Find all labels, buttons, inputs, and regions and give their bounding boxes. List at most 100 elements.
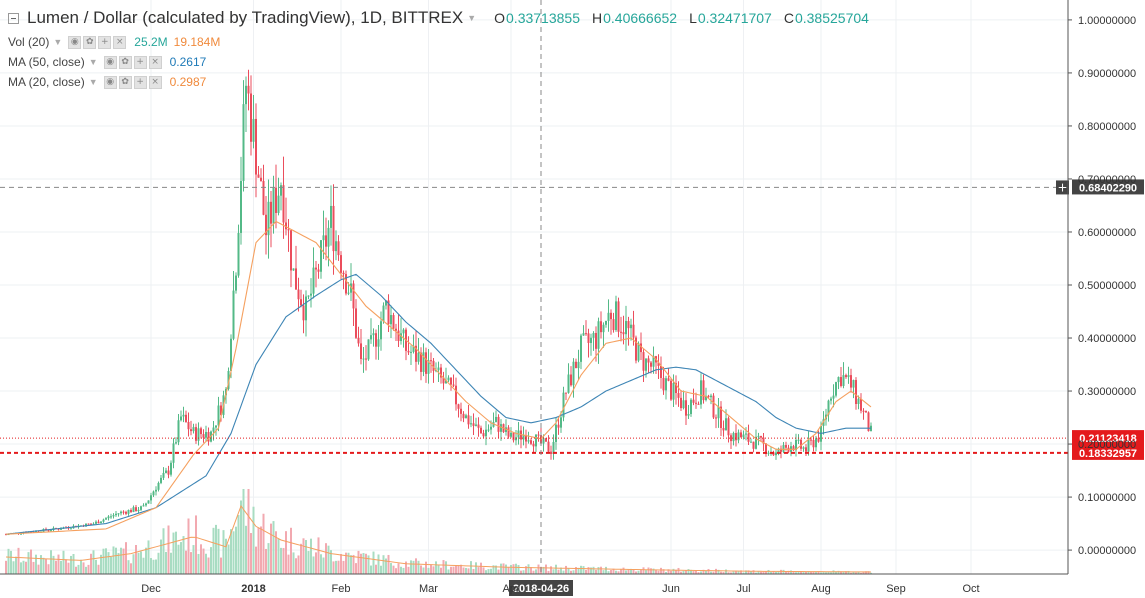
candle-body (860, 398, 862, 411)
candle-body (347, 292, 350, 294)
volume-bar (352, 554, 355, 574)
candle-body (295, 268, 297, 290)
candle-body (475, 424, 477, 426)
volume-bar (225, 538, 227, 574)
candle-body (792, 446, 795, 451)
candle-body (245, 85, 247, 105)
volume-bar (595, 569, 597, 574)
candle-body (717, 406, 720, 419)
volume-bars (5, 489, 872, 574)
candle-body (512, 432, 515, 441)
gear-icon[interactable]: ✿ (83, 35, 97, 49)
volume-bar (680, 571, 682, 574)
volume-bar (667, 569, 670, 574)
volume-bar (515, 563, 517, 574)
volume-bar (207, 557, 210, 574)
volume-bar (380, 565, 382, 574)
volume-bar (102, 548, 105, 574)
volume-bar (37, 564, 40, 574)
volume-bar (145, 547, 147, 574)
volume-bar (615, 570, 617, 574)
candle-body (635, 337, 637, 361)
candle-body (50, 530, 52, 532)
gear-icon[interactable]: ✿ (118, 75, 132, 89)
volume-bar (172, 532, 175, 574)
volume-bar (437, 565, 440, 574)
vol-value: 25.2M (134, 35, 168, 49)
volume-bar (252, 506, 255, 574)
volume-bar (715, 568, 717, 574)
close-icon[interactable]: × (148, 55, 162, 69)
volume-bar (22, 560, 25, 574)
volume-bar (195, 515, 197, 574)
candle-body (577, 361, 580, 369)
candle-body (535, 434, 537, 447)
collapse-icon[interactable] (8, 12, 19, 24)
plus-icon[interactable]: + (98, 35, 112, 49)
candle-body (262, 180, 265, 215)
candle-body (247, 85, 250, 94)
candle-body (647, 358, 650, 363)
candle-body (755, 436, 757, 449)
plus-icon[interactable]: + (133, 75, 147, 89)
candle-body (275, 187, 277, 213)
candle-body (670, 380, 672, 400)
candle-body (142, 505, 145, 507)
candle-body (317, 269, 320, 272)
ohlc-high-value: 0.40666652 (603, 10, 678, 26)
chevron-down-icon[interactable]: ▼ (467, 13, 477, 23)
volume-bar (15, 556, 17, 574)
candle-body (377, 339, 380, 347)
volume-bar (547, 570, 550, 574)
candle-body (167, 470, 170, 475)
close-icon[interactable]: × (113, 35, 127, 49)
candle-body (455, 385, 457, 405)
eye-icon[interactable]: ◉ (103, 75, 117, 89)
volume-bar (265, 548, 267, 574)
candle-body (495, 416, 497, 423)
candle-body (592, 332, 595, 338)
candle-body (290, 230, 292, 271)
candle-body (622, 332, 625, 335)
volume-bar (722, 572, 725, 574)
candle-body (865, 411, 867, 413)
volume-bar (32, 561, 35, 574)
candle-body (97, 521, 100, 524)
volume-bar (480, 562, 482, 574)
volume-bar (155, 559, 157, 574)
eye-icon[interactable]: ◉ (103, 55, 117, 69)
volume-bar (167, 525, 170, 574)
chevron-down-icon[interactable]: ▼ (88, 77, 98, 87)
eye-icon[interactable]: ◉ (68, 35, 82, 49)
close-icon[interactable]: × (148, 75, 162, 89)
volume-bar (47, 564, 50, 574)
volume-bar (100, 554, 102, 574)
candle-body (802, 447, 805, 449)
volume-bar (17, 547, 20, 574)
candle-body (667, 378, 670, 381)
volume-bar (742, 572, 745, 574)
volume-bar (410, 560, 412, 574)
gear-icon[interactable]: ✿ (118, 55, 132, 69)
volume-bar (80, 559, 82, 574)
volume-bar (745, 570, 747, 574)
volume-bar (422, 567, 425, 574)
volume-bar (210, 547, 212, 574)
candle-body (127, 509, 130, 514)
candle-body (110, 516, 112, 518)
moving-averages (5, 220, 872, 535)
volume-bar (295, 558, 297, 574)
candle-body (595, 332, 597, 349)
candle-body (682, 400, 685, 409)
volume-bar (580, 565, 582, 574)
chevron-down-icon[interactable]: ▼ (53, 37, 63, 47)
volume-bar (185, 550, 187, 574)
chevron-down-icon[interactable]: ▼ (88, 57, 98, 67)
volume-bar (440, 567, 442, 574)
volume-bar (802, 572, 805, 574)
volume-bar (215, 524, 217, 574)
volume-bar (340, 554, 342, 574)
volume-bar (137, 552, 140, 574)
plus-icon[interactable]: + (133, 55, 147, 69)
